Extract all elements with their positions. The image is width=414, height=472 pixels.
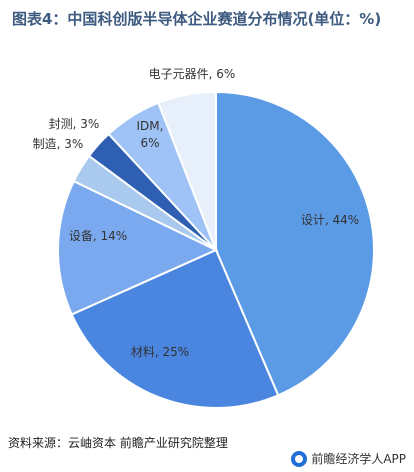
pie-slice-7 bbox=[157, 90, 217, 251]
pie-slice-3 bbox=[57, 179, 219, 316]
slice-label-5: 封测, 3% bbox=[49, 117, 100, 131]
brand-label: 前瞻经济学人APP bbox=[311, 452, 406, 466]
brand-footer: 前瞻经济学人APP bbox=[291, 450, 406, 467]
slice-label-7: 电子元器件, 6% bbox=[149, 67, 236, 81]
slice-label-4: 制造, 3% bbox=[33, 137, 84, 151]
pie-slice-2 bbox=[70, 248, 280, 409]
slice-label-2: 材料, 25% bbox=[131, 345, 189, 359]
source-note: 资料来源：云岫资本 前瞻产业研究院整理 bbox=[8, 436, 228, 450]
pie-slice-1 bbox=[215, 90, 375, 397]
slice-label-6: IDM, 6% bbox=[137, 119, 164, 150]
slice-label-3: 设备, 14% bbox=[69, 229, 127, 243]
slice-label-1: 设计, 44% bbox=[301, 213, 359, 227]
brand-logo-icon bbox=[291, 450, 308, 467]
chart-title: 图表4：中国科创版半导体企业赛道分布情况(单位：%) bbox=[12, 10, 382, 28]
